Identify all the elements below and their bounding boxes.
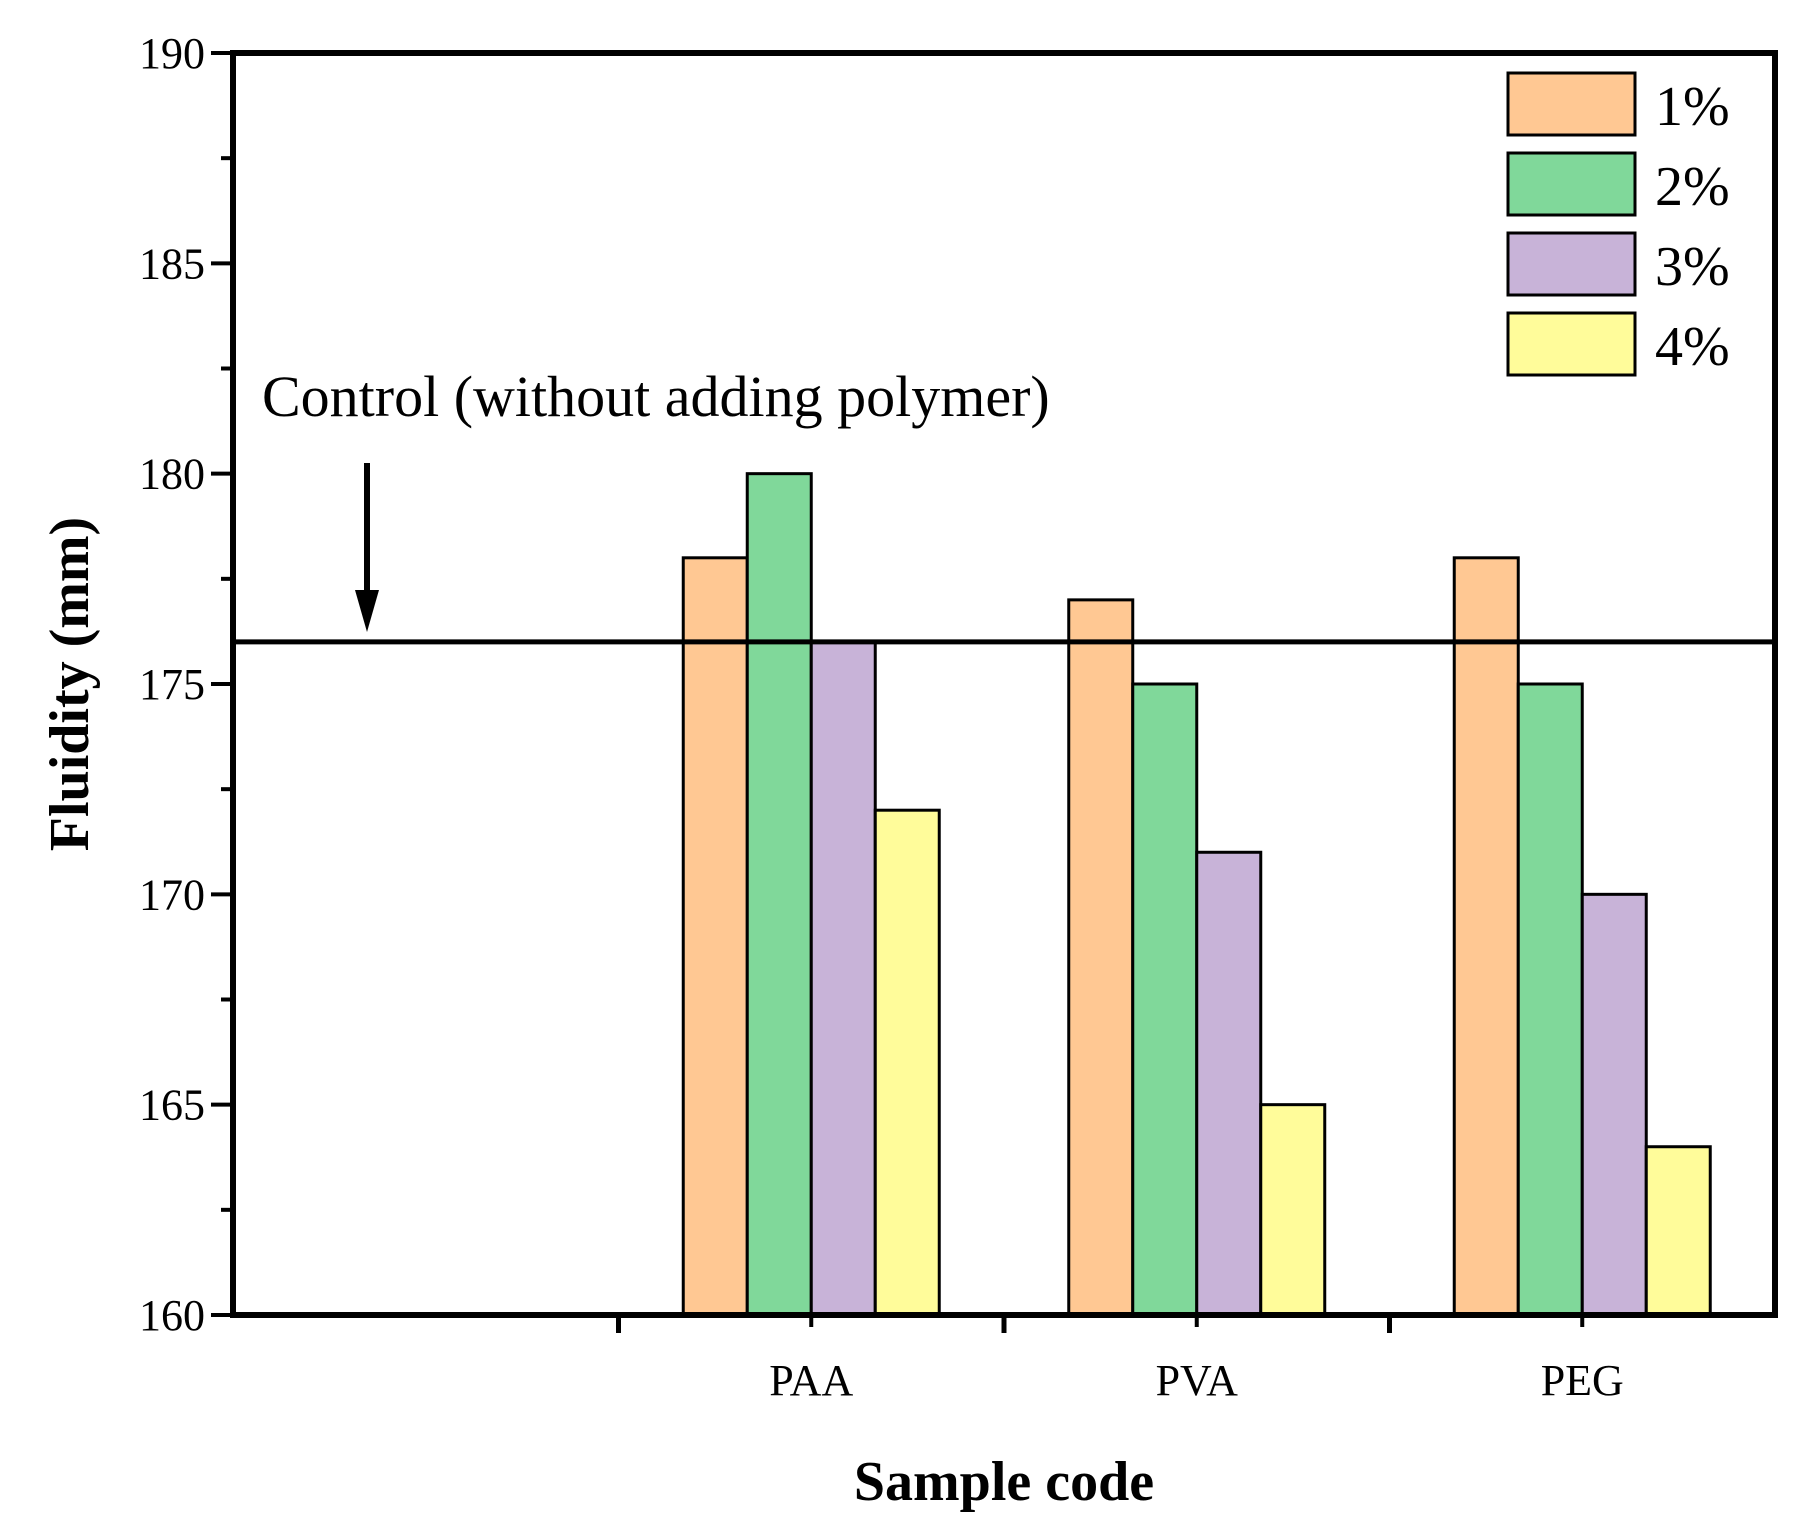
bar-pva-3pct [1197, 852, 1261, 1315]
legend-swatch-2pct [1508, 153, 1635, 215]
legend-label: 1% [1655, 76, 1730, 138]
bar-paa-2pct [747, 474, 811, 1315]
y-tick-label: 175 [139, 660, 205, 709]
control-annotation: Control (without adding polymer) [262, 364, 1050, 429]
x-tick-label: PEG [1541, 1356, 1624, 1405]
bar-paa-3pct [811, 642, 875, 1315]
bar-peg-4pct [1646, 1147, 1710, 1315]
bar-peg-2pct [1518, 684, 1582, 1315]
legend-label: 3% [1655, 236, 1730, 298]
y-tick-label: 165 [139, 1081, 205, 1130]
y-tick-label: 190 [139, 29, 205, 78]
legend-swatch-3pct [1508, 233, 1635, 295]
y-tick-label: 185 [139, 239, 205, 288]
bar-paa-1pct [683, 558, 747, 1315]
legend-label: 4% [1655, 316, 1730, 378]
bar-pva-4pct [1261, 1105, 1325, 1315]
bar-chart: 160 165 170 175 180 185 190 PAA PVA PEG Fluidity… [0, 0, 1796, 1539]
x-axis-title: Sample code [854, 1451, 1154, 1513]
x-tick-label: PAA [769, 1356, 853, 1405]
legend-swatch-1pct [1508, 73, 1635, 135]
bar-peg-1pct [1454, 558, 1518, 1315]
bar-paa-4pct [875, 810, 939, 1315]
y-tick-label: 170 [139, 870, 205, 919]
bar-peg-3pct [1582, 894, 1646, 1315]
x-tick-label: PVA [1156, 1356, 1239, 1405]
y-tick-label: 160 [139, 1291, 205, 1340]
y-axis-title: Fluidity (mm) [39, 517, 101, 851]
y-tick-label: 180 [139, 450, 205, 499]
legend-swatch-4pct [1508, 313, 1635, 375]
bar-pva-1pct [1069, 600, 1133, 1315]
legend-label: 2% [1655, 156, 1730, 218]
bar-pva-2pct [1133, 684, 1197, 1315]
